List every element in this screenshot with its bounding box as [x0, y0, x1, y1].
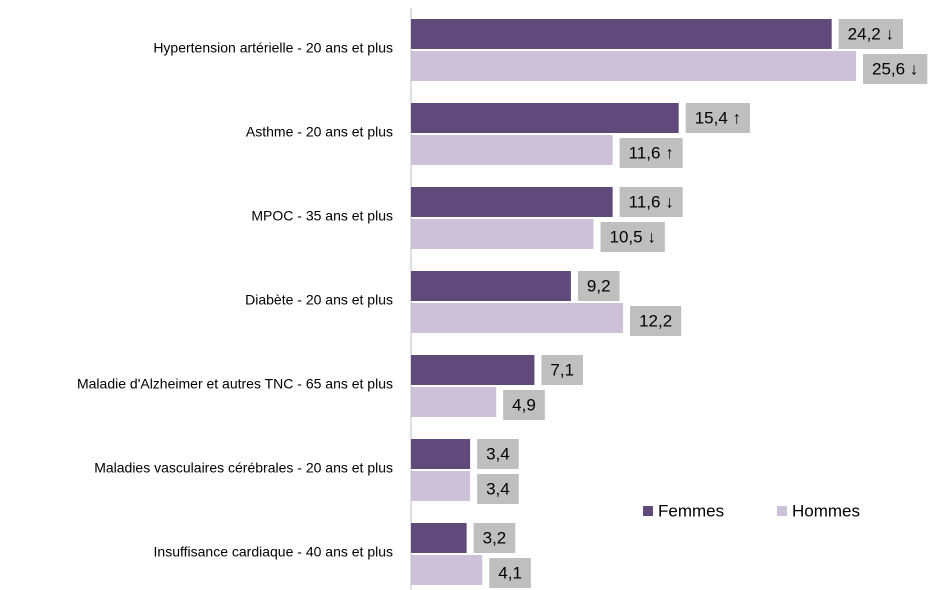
- value-label-box: [600, 222, 665, 252]
- value-label: 12,2: [639, 311, 672, 330]
- category-label: Maladies vasculaires cérébrales - 20 ans…: [94, 460, 393, 476]
- value-label: 11,6 ↓: [629, 192, 674, 211]
- value-label: 15,4 ↑: [695, 108, 741, 127]
- value-label: 4,1: [498, 563, 522, 582]
- value-label-box: [838, 19, 903, 49]
- bar: [411, 103, 679, 133]
- category-label: Maladie d'Alzheimer et autres TNC - 65 a…: [77, 376, 393, 392]
- bar: [411, 439, 471, 469]
- value-label-box: [685, 103, 751, 133]
- category-label: Diabète - 20 ans et plus: [245, 292, 393, 308]
- legend-label: Hommes: [792, 501, 860, 520]
- value-label: 24,2 ↓: [848, 24, 894, 43]
- value-label-box: [630, 306, 682, 336]
- value-label: 7,1: [550, 360, 574, 379]
- category-label: Asthme - 20 ans et plus: [246, 124, 393, 140]
- value-label: 3,2: [483, 528, 507, 547]
- category-label: MPOC - 35 ans et plus: [251, 208, 393, 224]
- category-label: Hypertension artérielle - 20 ans et plus: [153, 40, 393, 56]
- value-label: 3,4: [486, 444, 510, 463]
- value-label-box: [477, 474, 519, 504]
- value-label-box: [863, 54, 928, 84]
- bar: [411, 219, 594, 249]
- value-label-box: [503, 390, 545, 420]
- legend-swatch: [643, 506, 653, 516]
- bar: [411, 355, 535, 385]
- value-label: 10,5 ↓: [610, 227, 656, 246]
- bar: [411, 187, 613, 217]
- value-label-box: [577, 271, 620, 301]
- value-label-box: [619, 187, 683, 217]
- legend-swatch: [777, 506, 787, 516]
- value-label: 4,9: [512, 395, 536, 414]
- bar: [411, 523, 467, 553]
- value-label-box: [619, 138, 683, 168]
- bar: [411, 51, 856, 81]
- value-label-box: [489, 558, 531, 588]
- bar: [411, 387, 497, 417]
- bar: [411, 271, 571, 301]
- value-label-box: [473, 523, 516, 553]
- bar: [411, 135, 613, 165]
- value-label-box: [477, 439, 519, 469]
- value-label: 9,2: [587, 276, 611, 295]
- bar: [411, 555, 483, 585]
- value-label: 11,6 ↑: [629, 143, 674, 162]
- category-label: Insuffisance cardiaque - 40 ans et plus: [154, 544, 393, 560]
- bar: [411, 471, 471, 501]
- value-label: 3,4: [486, 479, 510, 498]
- legend-label: Femmes: [658, 501, 724, 520]
- value-label: 25,6 ↓: [872, 59, 918, 78]
- bar: [411, 303, 624, 333]
- bar: [411, 19, 832, 49]
- value-label-box: [541, 355, 584, 385]
